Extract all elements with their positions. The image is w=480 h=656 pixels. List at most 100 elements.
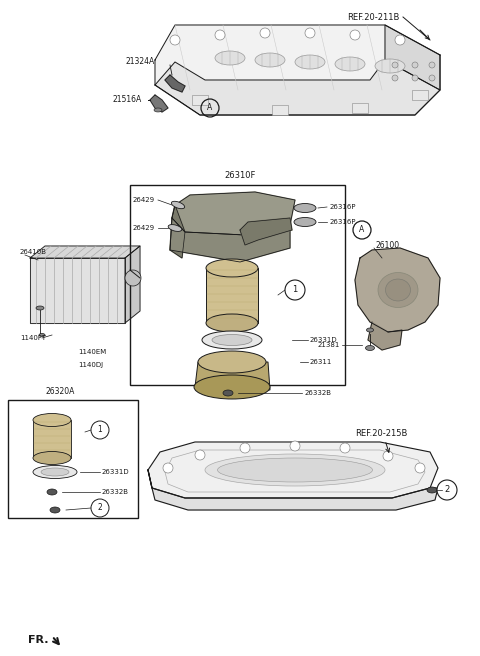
- Circle shape: [340, 443, 350, 453]
- Text: 21516A: 21516A: [113, 96, 142, 104]
- Bar: [206, 268, 258, 323]
- Circle shape: [91, 499, 109, 517]
- Ellipse shape: [217, 458, 372, 482]
- Text: A: A: [207, 104, 213, 112]
- Text: 26429: 26429: [133, 225, 155, 231]
- Circle shape: [392, 62, 398, 68]
- Text: 2: 2: [97, 504, 102, 512]
- Polygon shape: [355, 248, 440, 332]
- Ellipse shape: [294, 218, 316, 226]
- Ellipse shape: [378, 272, 418, 308]
- Circle shape: [395, 35, 405, 45]
- Text: 1: 1: [97, 426, 102, 434]
- Polygon shape: [148, 470, 438, 510]
- Circle shape: [195, 450, 205, 460]
- Bar: [412, 90, 428, 100]
- Bar: [272, 105, 288, 115]
- Ellipse shape: [335, 57, 365, 71]
- Polygon shape: [385, 25, 440, 90]
- Ellipse shape: [47, 489, 57, 495]
- Bar: [352, 103, 368, 113]
- Text: 26100: 26100: [375, 241, 399, 249]
- Text: 26316P: 26316P: [330, 219, 357, 225]
- Ellipse shape: [41, 468, 69, 476]
- Ellipse shape: [205, 454, 385, 486]
- Ellipse shape: [50, 507, 60, 513]
- Polygon shape: [172, 192, 295, 235]
- Ellipse shape: [33, 413, 71, 426]
- Polygon shape: [170, 218, 290, 262]
- Ellipse shape: [212, 335, 252, 346]
- Ellipse shape: [36, 306, 44, 310]
- Ellipse shape: [154, 108, 162, 112]
- Circle shape: [163, 463, 173, 473]
- Ellipse shape: [171, 201, 185, 209]
- Text: 26410B: 26410B: [20, 249, 47, 255]
- Ellipse shape: [367, 328, 373, 332]
- Circle shape: [392, 75, 398, 81]
- Circle shape: [383, 451, 393, 461]
- Circle shape: [412, 75, 418, 81]
- Polygon shape: [170, 205, 185, 258]
- Polygon shape: [155, 25, 440, 115]
- Ellipse shape: [198, 351, 266, 373]
- Ellipse shape: [206, 314, 258, 332]
- Circle shape: [305, 28, 315, 38]
- Bar: [130, 185, 345, 385]
- Circle shape: [437, 480, 457, 500]
- Text: 26332B: 26332B: [305, 390, 332, 396]
- Text: 26310F: 26310F: [224, 171, 256, 180]
- Ellipse shape: [295, 55, 325, 69]
- Polygon shape: [240, 218, 292, 245]
- Ellipse shape: [206, 259, 258, 277]
- Text: 21381: 21381: [318, 342, 340, 348]
- Ellipse shape: [223, 390, 233, 396]
- Circle shape: [215, 30, 225, 40]
- Ellipse shape: [385, 279, 410, 301]
- Bar: [33, 420, 71, 458]
- Polygon shape: [150, 95, 168, 112]
- Bar: [8, 400, 138, 518]
- Circle shape: [240, 443, 250, 453]
- Text: 26331D: 26331D: [310, 337, 337, 343]
- Text: 1140EM: 1140EM: [78, 349, 106, 355]
- Text: 26311: 26311: [310, 359, 332, 365]
- Text: 1140FT: 1140FT: [20, 335, 46, 341]
- Text: FR.: FR.: [28, 635, 48, 645]
- Polygon shape: [148, 442, 438, 498]
- Text: REF.20-215B: REF.20-215B: [355, 429, 408, 438]
- Text: A: A: [360, 226, 365, 234]
- Polygon shape: [125, 246, 140, 323]
- Polygon shape: [155, 60, 440, 115]
- Text: 26429: 26429: [133, 197, 155, 203]
- Bar: [192, 95, 208, 105]
- Ellipse shape: [33, 466, 77, 478]
- Text: REF.20-211B: REF.20-211B: [348, 12, 400, 22]
- Circle shape: [285, 280, 305, 300]
- Polygon shape: [165, 75, 185, 92]
- Ellipse shape: [33, 451, 71, 464]
- Text: 21324A: 21324A: [126, 58, 155, 66]
- Polygon shape: [368, 322, 402, 350]
- Circle shape: [429, 62, 435, 68]
- Ellipse shape: [39, 333, 45, 337]
- Circle shape: [415, 463, 425, 473]
- Text: 26332B: 26332B: [102, 489, 129, 495]
- Ellipse shape: [365, 346, 374, 350]
- Circle shape: [170, 35, 180, 45]
- Text: 26316P: 26316P: [330, 204, 357, 210]
- Text: 2: 2: [444, 485, 450, 495]
- Polygon shape: [195, 362, 270, 390]
- Polygon shape: [30, 246, 140, 258]
- Ellipse shape: [255, 53, 285, 67]
- Ellipse shape: [202, 331, 262, 349]
- Polygon shape: [30, 258, 125, 323]
- Text: 1140DJ: 1140DJ: [78, 362, 103, 368]
- Ellipse shape: [427, 487, 437, 493]
- Circle shape: [260, 28, 270, 38]
- Circle shape: [429, 75, 435, 81]
- Circle shape: [91, 421, 109, 439]
- Circle shape: [290, 441, 300, 451]
- Circle shape: [412, 62, 418, 68]
- Text: 1: 1: [292, 285, 298, 295]
